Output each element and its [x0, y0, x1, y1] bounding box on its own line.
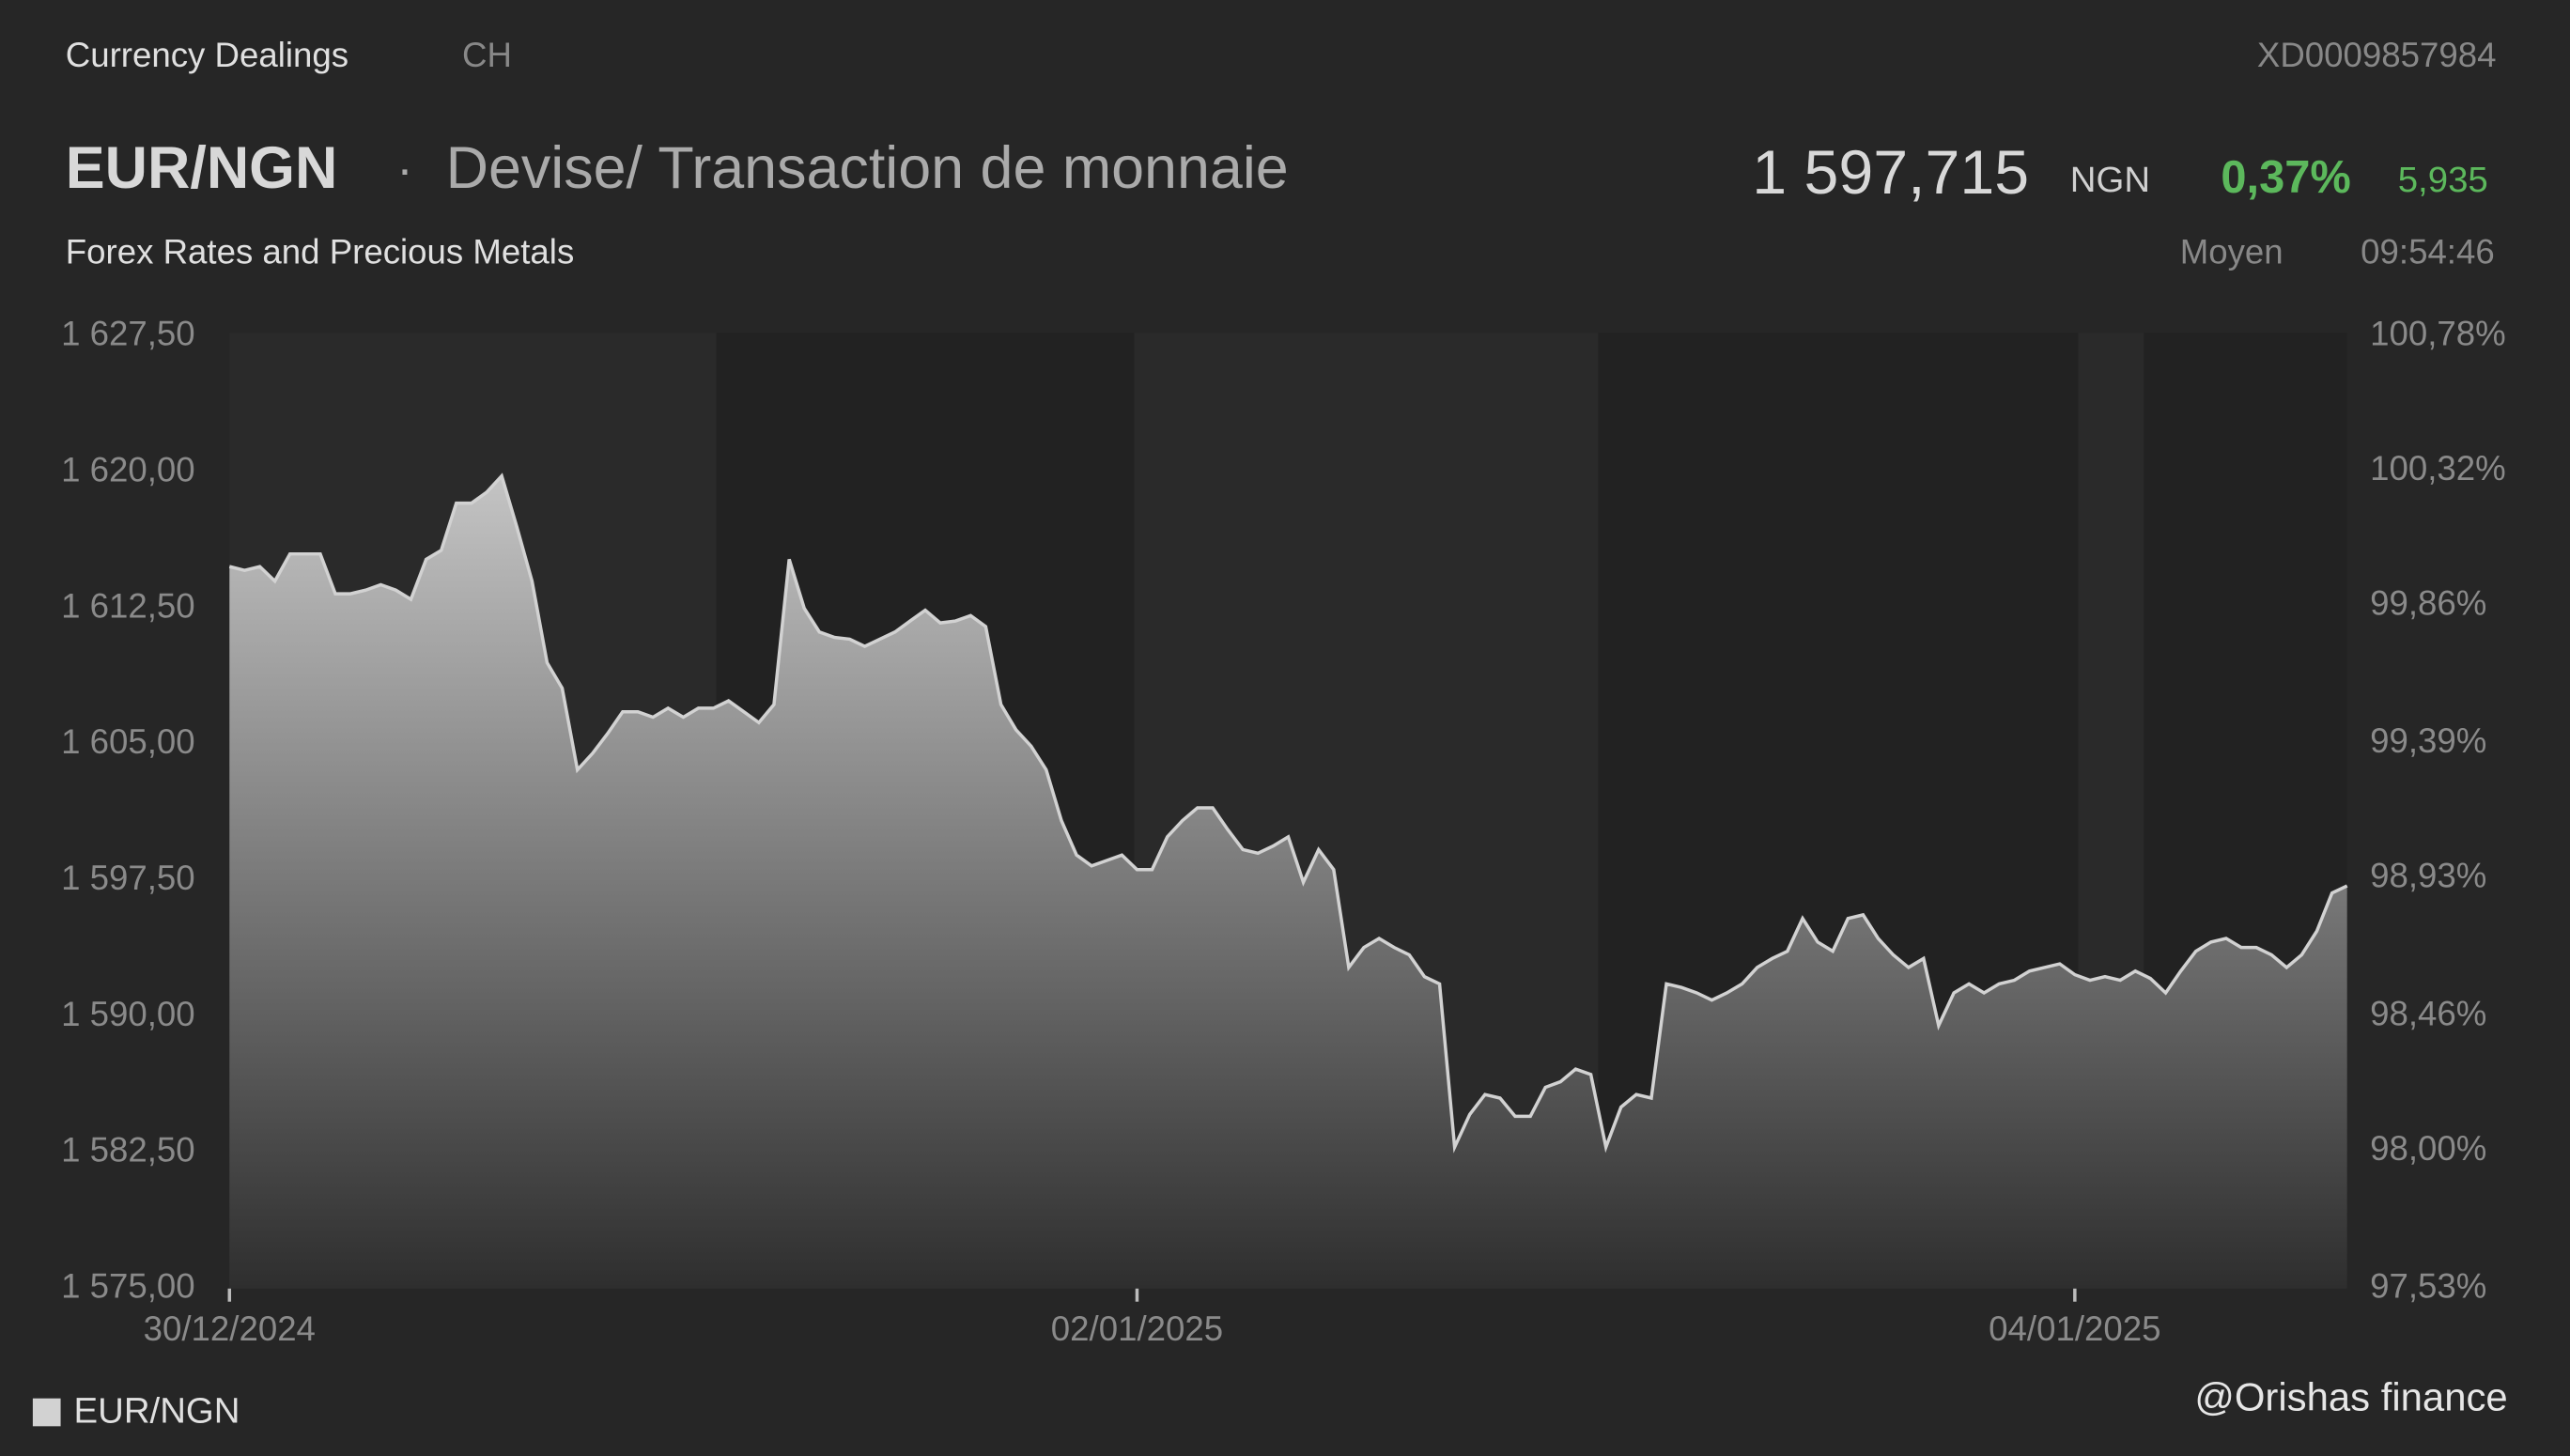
change-pct: 0,37% — [2221, 152, 2351, 203]
legend-label: EUR/NGN — [74, 1391, 240, 1432]
y-tick-label: 1 605,00 — [61, 722, 195, 761]
y2-tick-label: 100,32% — [2370, 449, 2506, 488]
isin: XD0009857984 — [2257, 36, 2497, 74]
description: Devise/ Transaction de monnaie — [446, 135, 1289, 201]
y2-tick-label: 99,39% — [2370, 721, 2486, 760]
legend: EUR/NGN — [32, 1391, 240, 1432]
change-abs: 5,935 — [2398, 160, 2488, 200]
y-tick-label: 1 597,50 — [61, 859, 195, 897]
y2-tick-label: 99,86% — [2370, 584, 2486, 623]
x-tick-label: 30/12/2024 — [144, 1309, 316, 1348]
time: 09:54:46 — [2361, 232, 2495, 271]
y2-tick-label: 98,46% — [2370, 994, 2486, 1032]
price-type: Moyen — [2180, 232, 2284, 271]
y-tick-label: 1 612,50 — [61, 586, 195, 625]
symbol: EUR/NGN — [66, 135, 338, 201]
y2-tick-label: 100,78% — [2370, 315, 2506, 353]
y-tick-label: 1 582,50 — [61, 1131, 195, 1169]
currency: NGN — [2070, 160, 2150, 200]
y-tick-label: 1 620,00 — [61, 450, 195, 488]
legend-swatch — [32, 1398, 61, 1427]
price: 1 597,715 — [1752, 138, 2029, 208]
y2-tick-label: 97,53% — [2370, 1266, 2486, 1305]
watermark: @Orishas finance — [2194, 1374, 2507, 1418]
line — [228, 472, 2348, 1154]
market: CH — [462, 36, 512, 74]
category: Forex Rates and Precious Metals — [66, 232, 574, 271]
y2-tick-label: 98,00% — [2370, 1129, 2486, 1168]
y-tick-label: 1 590,00 — [61, 995, 195, 1033]
y-tick-label: 1 627,50 — [61, 315, 195, 353]
area — [229, 475, 2347, 1289]
y2-tick-label: 98,93% — [2370, 857, 2486, 895]
section: Currency Dealings — [66, 36, 348, 74]
y-tick-label: 1 575,00 — [61, 1266, 195, 1305]
separator: · — [396, 142, 412, 196]
x-tick-label: 04/01/2025 — [1989, 1309, 2160, 1348]
x-tick-label: 02/01/2025 — [1051, 1309, 1223, 1348]
